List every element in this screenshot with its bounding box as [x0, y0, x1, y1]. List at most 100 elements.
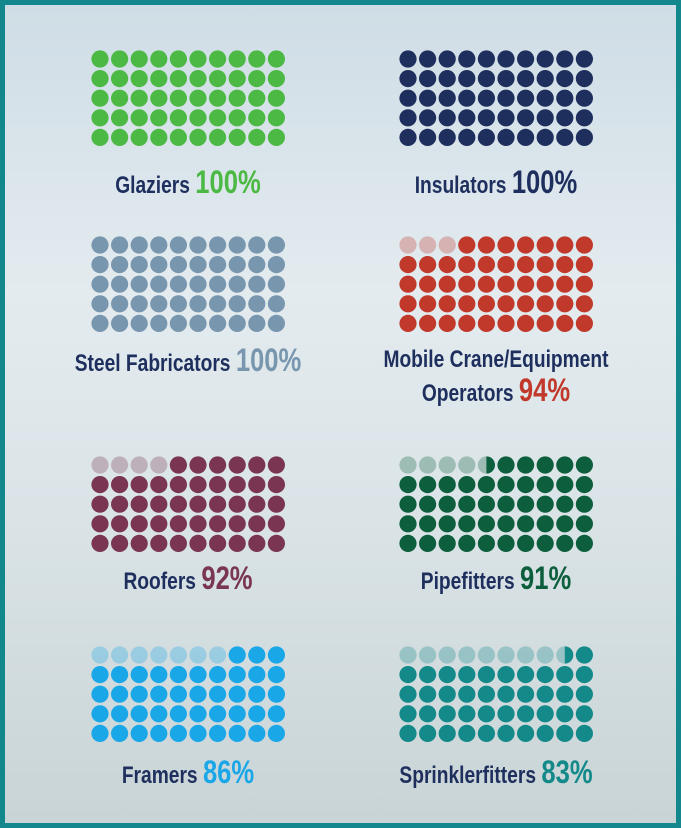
empty-dot: [130, 456, 148, 474]
dot: [209, 515, 227, 533]
percent-label: 92%: [201, 560, 253, 596]
dot: [169, 314, 187, 332]
dot: [91, 314, 109, 332]
dot: [130, 128, 148, 146]
dot: [497, 295, 515, 313]
dot: [556, 495, 574, 513]
dot: [248, 109, 266, 127]
dot: [91, 515, 109, 533]
dot: [575, 89, 594, 107]
dot: [91, 109, 109, 127]
dot: [458, 666, 476, 684]
dot: [267, 495, 285, 513]
dot: [536, 256, 554, 274]
dot: [575, 275, 594, 293]
dot: [477, 685, 495, 703]
waffle-label: Pipefitters 91%: [368, 560, 624, 597]
dot: [497, 314, 515, 332]
dot: [209, 534, 227, 553]
dot: [419, 515, 437, 533]
dot: [575, 476, 594, 494]
dot: [248, 70, 266, 88]
dot: [556, 685, 574, 703]
dot: [536, 89, 554, 107]
waffle: [91, 236, 285, 332]
dot: [91, 476, 109, 494]
dot: [517, 685, 535, 703]
dot: [111, 275, 129, 293]
dot: [575, 256, 594, 274]
dot: [458, 705, 476, 723]
dot: [267, 70, 285, 88]
percent-label: 91%: [520, 560, 572, 596]
dot: [438, 70, 456, 88]
dot: [399, 495, 417, 513]
dot: [189, 534, 207, 553]
dot: [248, 456, 266, 474]
dot: [169, 724, 187, 743]
dot: [458, 256, 476, 274]
empty-dot: [517, 646, 535, 664]
dot: [399, 724, 417, 743]
dot: [248, 295, 266, 313]
dot: [486, 456, 495, 474]
waffle-label: Insulators 100%: [368, 164, 624, 201]
dot: [497, 256, 515, 274]
dot: [438, 495, 456, 513]
waffle-label: Steel Fabricators 100%: [60, 344, 316, 379]
dot: [477, 89, 495, 107]
dot: [111, 515, 129, 533]
dot: [458, 236, 476, 254]
dot: [228, 89, 246, 107]
dot: [91, 685, 109, 703]
dot: [111, 236, 129, 254]
dot: [248, 646, 266, 664]
dot: [228, 50, 246, 68]
dot: [111, 685, 129, 703]
dot: [169, 256, 187, 274]
dot: [477, 314, 495, 332]
dot: [248, 128, 266, 146]
dot: [91, 128, 109, 146]
dot: [399, 50, 417, 68]
dot: [248, 705, 266, 723]
dot: [497, 236, 515, 254]
dot: [556, 256, 574, 274]
dot: [477, 295, 495, 313]
dot: [228, 646, 246, 664]
dot: [91, 724, 109, 743]
dot: [536, 534, 554, 553]
empty-dot: [399, 456, 417, 474]
dot: [169, 89, 187, 107]
dot: [575, 685, 594, 703]
dot: [150, 666, 168, 684]
dot: [150, 314, 168, 332]
dot: [169, 295, 187, 313]
dot: [419, 724, 437, 743]
empty-dot: [399, 646, 417, 664]
dot: [228, 109, 246, 127]
dot: [458, 515, 476, 533]
dot: [556, 295, 574, 313]
dot: [438, 666, 456, 684]
empty-dot: [458, 646, 476, 664]
dot: [189, 456, 207, 474]
dot: [517, 456, 535, 474]
percent-label: 100%: [511, 164, 578, 200]
dot: [91, 236, 109, 254]
dot: [497, 495, 515, 513]
dot: [248, 534, 266, 553]
dot: [419, 314, 437, 332]
dot: [91, 495, 109, 513]
waffle-label: Glaziers 100%: [60, 166, 316, 201]
empty-dot: [209, 646, 227, 664]
dot: [438, 109, 456, 127]
dot: [130, 70, 148, 88]
dot: [477, 109, 495, 127]
dot: [267, 109, 285, 127]
empty-dot: [419, 646, 437, 664]
dot: [497, 534, 515, 553]
dot: [150, 236, 168, 254]
dot: [189, 50, 207, 68]
dot: [111, 50, 129, 68]
